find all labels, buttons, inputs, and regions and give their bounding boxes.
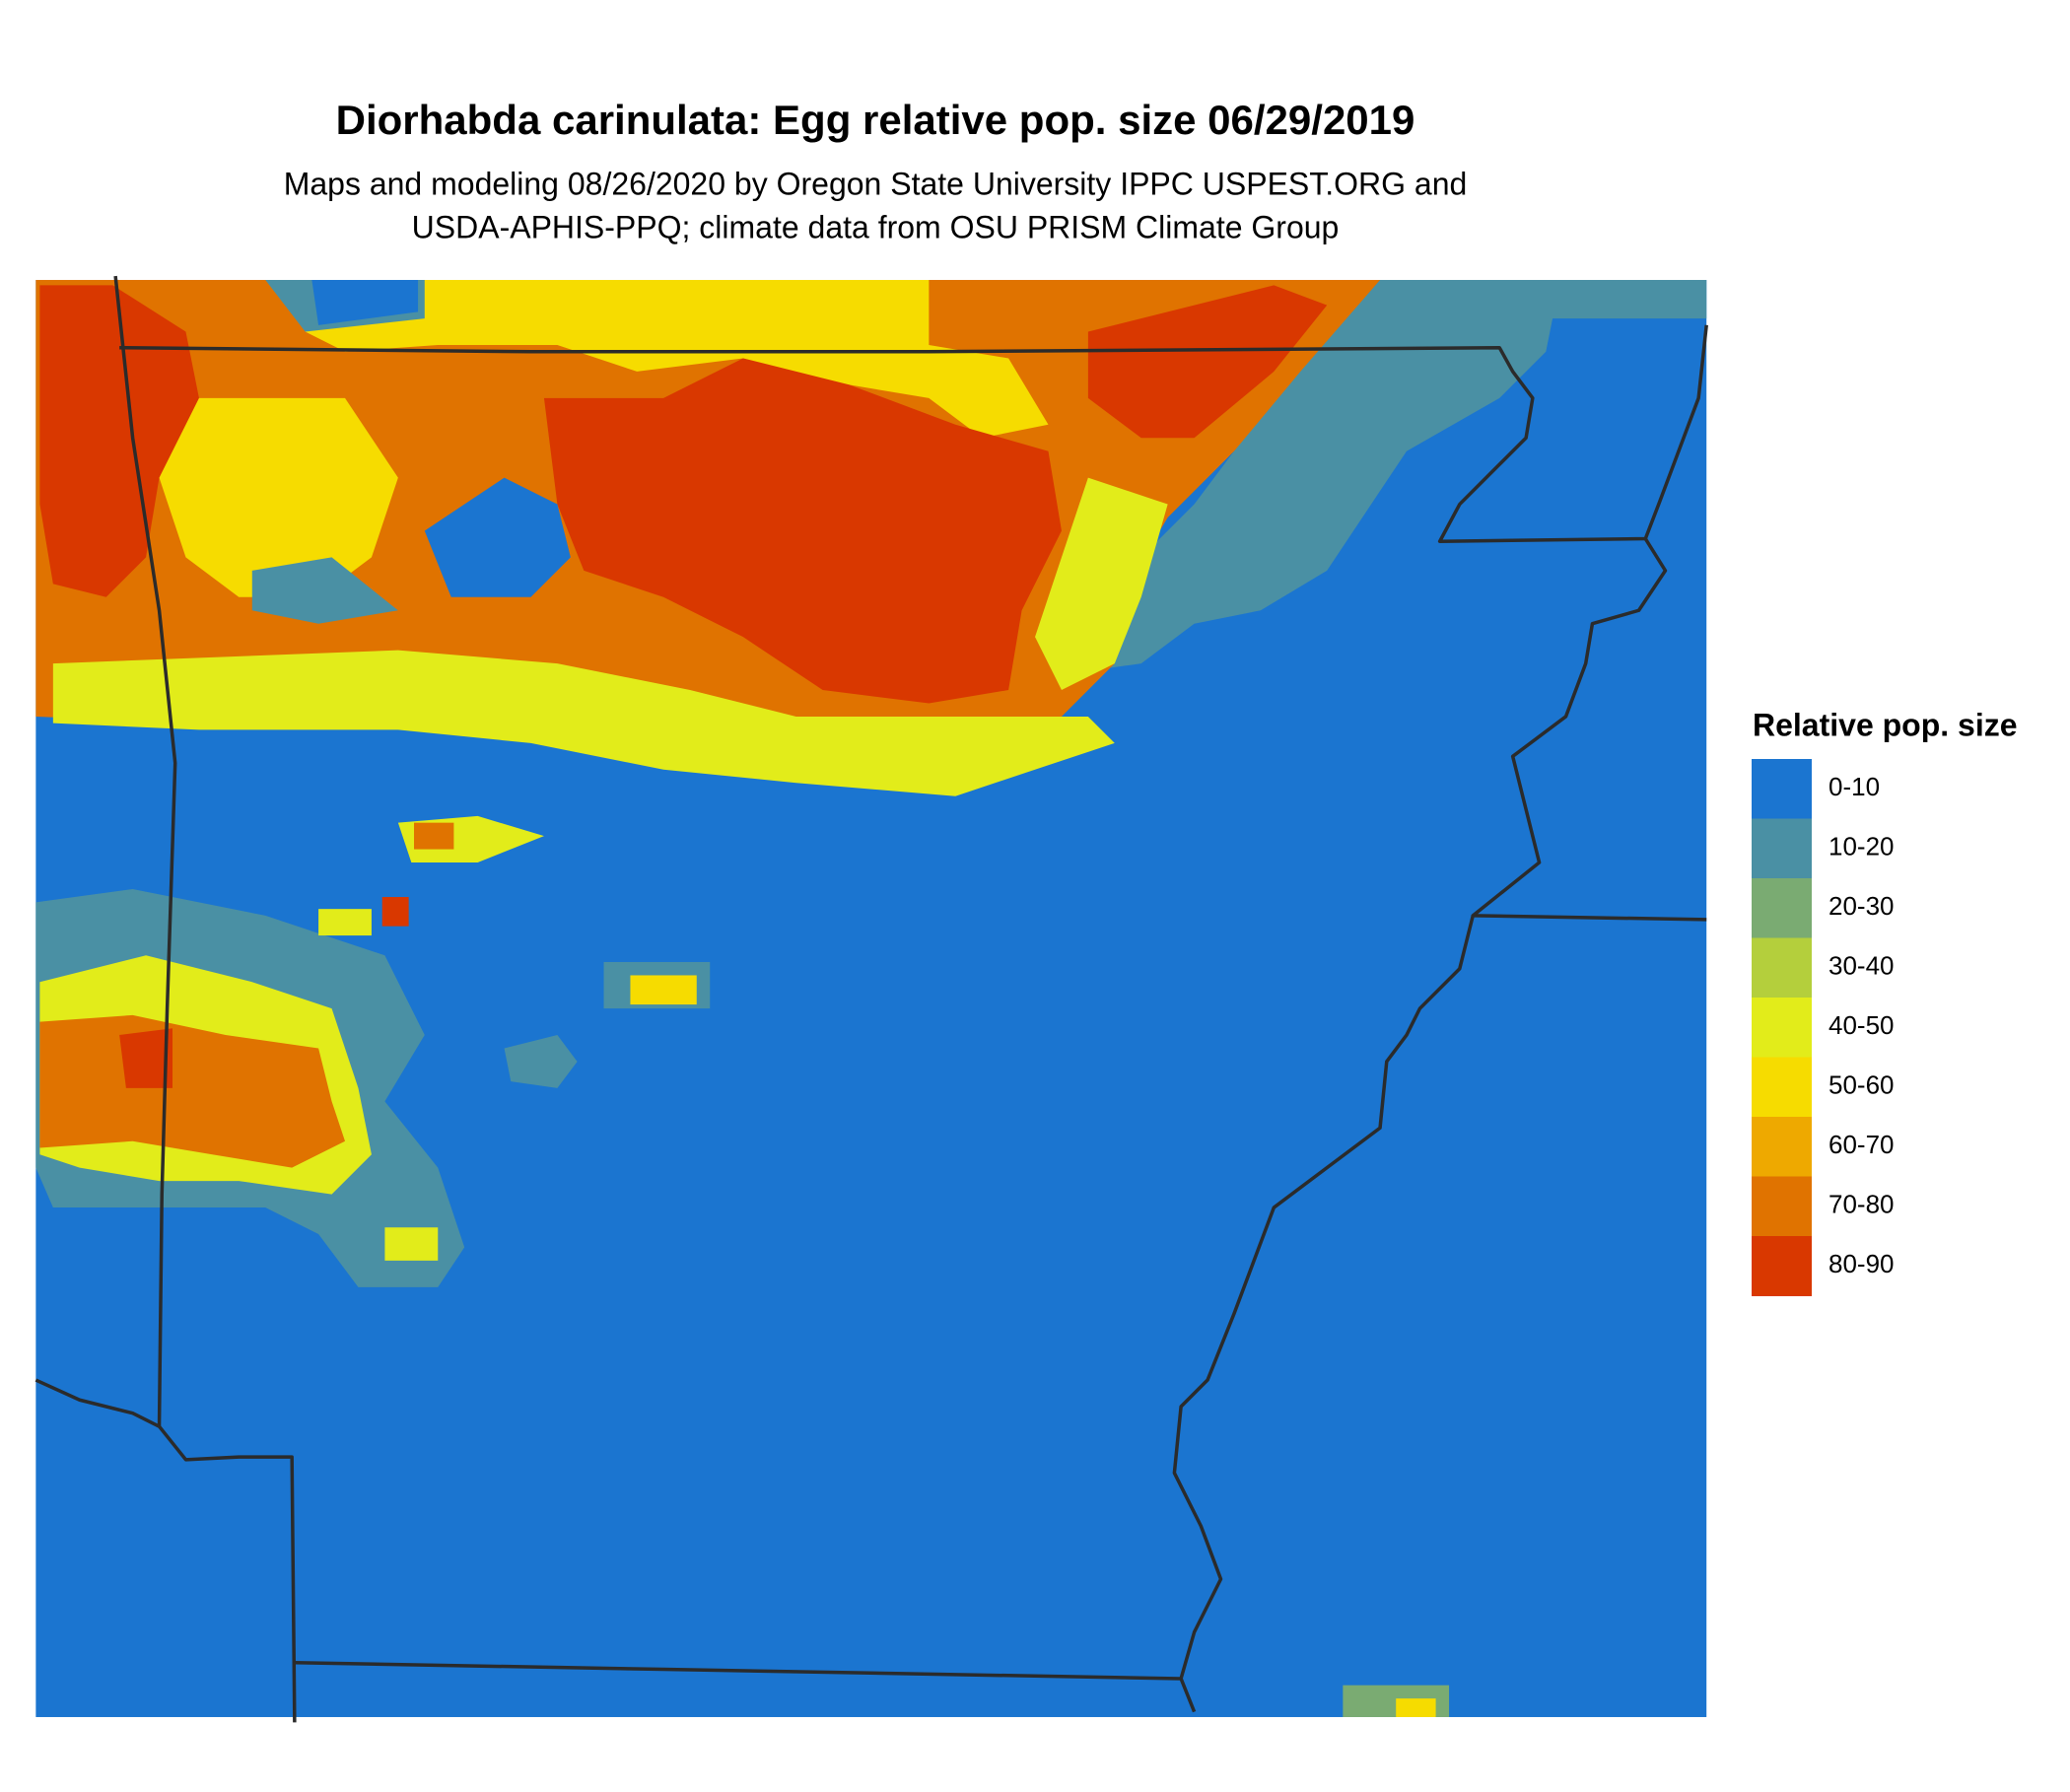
legend-label: 30-40 xyxy=(1828,951,1895,981)
legend-label: 20-30 xyxy=(1828,891,1895,921)
region xyxy=(119,1028,173,1088)
legend-swatch xyxy=(1752,759,1812,819)
legend-swatch xyxy=(1752,998,1812,1058)
region xyxy=(305,280,1049,439)
region xyxy=(251,557,398,624)
legend: 0-10 10-20 20-30 30-40 40-50 50-60 60-70 70-80 8… xyxy=(1752,759,1895,1296)
legend-label: 80-90 xyxy=(1828,1249,1895,1278)
state-border xyxy=(1172,915,1475,1713)
region xyxy=(384,1227,439,1261)
legend-swatch xyxy=(1752,1236,1812,1296)
legend-swatch xyxy=(1752,1057,1812,1118)
region xyxy=(318,909,372,936)
region xyxy=(504,1035,578,1088)
state-border xyxy=(119,324,1708,543)
state-border xyxy=(1471,537,1707,922)
region xyxy=(39,285,199,597)
legend-label: 70-80 xyxy=(1828,1190,1895,1219)
map-title: Diorhabda carinulata: Egg relative pop. … xyxy=(336,97,1415,143)
legend-label: 40-50 xyxy=(1828,1010,1895,1040)
legend-label: 50-60 xyxy=(1828,1070,1895,1100)
region xyxy=(52,650,1115,796)
state-border xyxy=(294,1661,1182,1681)
region xyxy=(414,822,454,850)
region xyxy=(1035,280,1707,677)
legend-label: 60-70 xyxy=(1828,1130,1895,1159)
map xyxy=(34,275,1708,1723)
legend-label: 0-10 xyxy=(1828,772,1880,801)
legend-swatch xyxy=(1752,818,1812,879)
region xyxy=(630,975,697,1005)
map-subtitle: Maps and modeling 08/26/2020 by Oregon S… xyxy=(284,166,1468,201)
region xyxy=(424,477,571,597)
region xyxy=(543,358,1062,704)
region xyxy=(159,397,398,597)
state-border xyxy=(113,275,177,1427)
legend-swatch xyxy=(1752,1117,1812,1177)
legend-label: 10-20 xyxy=(1828,832,1895,862)
legend-swatch xyxy=(1752,1176,1812,1237)
state-border xyxy=(34,1378,297,1723)
region xyxy=(1087,285,1328,439)
region xyxy=(39,1014,346,1168)
region xyxy=(381,897,409,927)
region xyxy=(311,280,419,325)
legend-swatch xyxy=(1752,878,1812,938)
region xyxy=(1035,477,1168,691)
legend-title: Relative pop. size xyxy=(1753,707,2018,742)
legend-swatch xyxy=(1752,937,1812,999)
map-subtitle: USDA-APHIS-PPQ; climate data from OSU PR… xyxy=(412,209,1340,244)
region xyxy=(1396,1698,1436,1717)
